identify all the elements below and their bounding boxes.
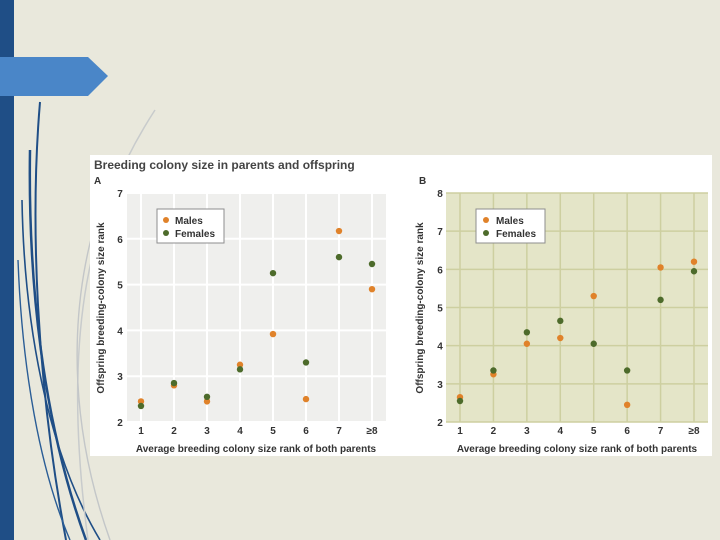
data-point-females bbox=[302, 359, 310, 366]
data-point-males bbox=[623, 401, 631, 409]
legend-marker-males bbox=[163, 217, 169, 223]
data-point-males bbox=[523, 340, 531, 347]
panel-b-legend-box bbox=[475, 208, 546, 244]
y-tick-label: 6 bbox=[117, 235, 123, 246]
data-point-females bbox=[269, 269, 277, 277]
x-tick-label: 4 bbox=[237, 426, 243, 437]
x-tick-label: 2 bbox=[491, 426, 497, 437]
arrow-banner bbox=[0, 57, 108, 96]
data-point-females bbox=[690, 268, 698, 275]
data-point-males bbox=[269, 330, 277, 338]
x-tick-label: 2 bbox=[171, 426, 177, 437]
data-point-females bbox=[170, 379, 178, 387]
legend-label-females: Females bbox=[175, 229, 215, 240]
panel-b-y-axis-label: Offspring breeding-colony size rank bbox=[415, 222, 426, 394]
panel-b-label: B bbox=[419, 176, 426, 187]
data-point-females bbox=[456, 397, 464, 405]
x-tick-label: 7 bbox=[336, 426, 342, 437]
x-tick-label: 1 bbox=[138, 426, 144, 437]
y-tick-label: 6 bbox=[437, 265, 443, 276]
data-point-males bbox=[335, 227, 343, 235]
panel-a-legend-box bbox=[156, 208, 225, 244]
data-point-females bbox=[368, 260, 376, 268]
panel-a-legend: Males Females bbox=[156, 208, 225, 244]
panel-b-legend: Males Females bbox=[475, 208, 546, 244]
y-tick-label: 8 bbox=[437, 189, 443, 200]
y-tick-label: 3 bbox=[437, 380, 443, 391]
panel-b-x-axis-label: Average breeding colony size rank of bot… bbox=[457, 444, 698, 455]
data-point-males bbox=[302, 395, 310, 403]
data-point-males bbox=[657, 264, 664, 271]
data-point-females bbox=[590, 340, 597, 347]
data-point-females bbox=[236, 366, 244, 373]
data-point-males bbox=[590, 292, 597, 300]
data-point-females bbox=[335, 253, 343, 261]
data-point-males bbox=[236, 361, 244, 368]
legend-label-males: Males bbox=[496, 216, 524, 227]
x-tick-label: 1 bbox=[457, 426, 463, 437]
y-tick-label: 2 bbox=[437, 418, 443, 429]
data-point-females bbox=[203, 393, 211, 401]
x-tick-label: 3 bbox=[524, 426, 530, 437]
data-point-males bbox=[368, 285, 376, 293]
y-tick-label: 7 bbox=[437, 227, 443, 238]
y-tick-label: 7 bbox=[117, 189, 123, 200]
data-point-females bbox=[137, 402, 145, 410]
legend-marker-males bbox=[483, 217, 489, 223]
panel-a-label: A bbox=[94, 176, 101, 187]
x-tick-label: 7 bbox=[658, 426, 664, 437]
x-tick-label: 4 bbox=[558, 426, 564, 437]
legend-label-males: Males bbox=[175, 216, 203, 227]
x-tick-label: 3 bbox=[204, 426, 210, 437]
panel-a-x-axis-label: Average breeding colony size rank of bot… bbox=[136, 444, 377, 455]
panel-a-y-axis-label: Offspring breeding-colony size rank bbox=[96, 222, 107, 394]
data-point-males bbox=[557, 334, 564, 342]
legend-marker-females bbox=[483, 230, 489, 236]
legend-label-females: Females bbox=[496, 229, 536, 240]
y-tick-label: 5 bbox=[117, 281, 123, 292]
legend-marker-females bbox=[163, 230, 169, 236]
y-tick-label: 3 bbox=[117, 372, 123, 383]
x-tick-label: ≥8 bbox=[688, 426, 699, 437]
chart-panel-b: B 2 3 4 5 6 7 8 1 2 3 4 5 6 7 ≥8 Offspring breeding-c… bbox=[415, 176, 708, 455]
x-tick-label: 5 bbox=[270, 426, 276, 437]
data-point-females bbox=[623, 367, 631, 374]
y-tick-label: 4 bbox=[437, 342, 443, 353]
chart-panel-a: A 2 3 4 5 6 7 1 2 3 4 5 6 7 ≥8 Offspring breeding-co… bbox=[94, 176, 386, 455]
data-point-males bbox=[203, 398, 211, 405]
x-tick-label: 6 bbox=[303, 426, 309, 437]
left-accent-bar bbox=[0, 0, 14, 540]
y-tick-label: 2 bbox=[117, 418, 123, 429]
data-point-females bbox=[657, 296, 664, 304]
data-point-females bbox=[523, 329, 531, 336]
data-point-males bbox=[137, 398, 145, 405]
x-tick-label: ≥8 bbox=[366, 426, 377, 437]
x-tick-label: 5 bbox=[591, 426, 597, 437]
y-tick-label: 5 bbox=[437, 304, 443, 315]
figure-title: Breeding colony size in parents and offs… bbox=[94, 158, 355, 172]
data-point-males bbox=[690, 258, 698, 265]
x-tick-label: 6 bbox=[624, 426, 630, 437]
data-point-females bbox=[490, 367, 497, 374]
y-tick-label: 4 bbox=[117, 326, 123, 337]
data-point-females bbox=[557, 317, 564, 325]
